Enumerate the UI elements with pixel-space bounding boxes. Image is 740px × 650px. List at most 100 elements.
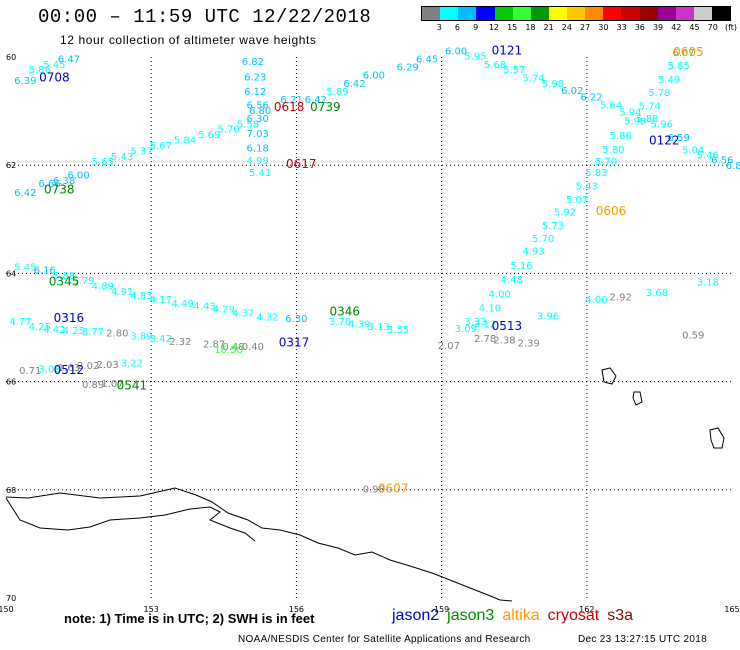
swh-value: 5.98 (542, 79, 564, 90)
satellite-s3a: s3a (607, 607, 634, 624)
swh-value: 3.12 (474, 320, 496, 331)
swh-value: 6.47 (58, 54, 80, 65)
swh-value: 3.42 (150, 334, 172, 345)
swh-value: 2.32 (169, 337, 191, 348)
legend-tick-label: 21 (543, 23, 554, 32)
y-tick-label: 70 (6, 594, 16, 603)
swh-value: 6.29 (397, 63, 419, 74)
swh-value: 5.69 (198, 130, 220, 141)
swh-value: 6.42 (343, 79, 365, 90)
swh-value: 5.74 (639, 101, 661, 112)
credit-text: NOAA/NESDIS Center for Satellite Applica… (238, 634, 531, 645)
axis-ticks: 150 153 156 159 162 165 60 62 64 66 68 70 (0, 53, 740, 614)
swh-value: 0.48 (222, 342, 244, 353)
swh-value: 5.16 (510, 261, 532, 272)
swh-value: 3.09 (455, 324, 477, 335)
legend-tick-label: 15 (507, 23, 518, 32)
x-tick-label: 156 (289, 605, 304, 614)
swh-values: 6.395.865.456.476.426.666.386.005.655.43… (9, 46, 740, 495)
swh-value: 5.86 (610, 131, 632, 142)
legend-swatch (567, 7, 586, 20)
swh-value: 4.00 (489, 290, 511, 301)
swh-value: 5.67 (150, 141, 172, 152)
y-tick-label: 62 (6, 161, 16, 170)
swh-value: 5.78 (648, 88, 670, 99)
legend-swatch (440, 7, 459, 20)
swh-value: 4.91 (111, 287, 133, 298)
legend-swatch (512, 7, 531, 20)
legend-tick-label: 24 (561, 23, 572, 32)
swh-value: 5.86 (29, 65, 51, 76)
swh-value: 6.12 (244, 87, 266, 98)
pass-time-label: 0708 (39, 70, 70, 84)
swh-value: 5.43 (111, 152, 133, 163)
x-tick-label: 165 (724, 605, 739, 614)
legend-tick-label: 33 (616, 23, 627, 32)
pass-time-label: 0606 (596, 204, 627, 218)
legend-labels: 3 6 9 12 15 18 21 24 27 30 33 36 39 42 45 70 (ft) (421, 21, 737, 33)
swh-value: 6.30 (247, 114, 269, 125)
swh-value: 4.39 (348, 320, 370, 331)
swh-value: 6.07 (672, 48, 694, 59)
pass-time-label: 0541 (117, 379, 148, 393)
pass-time-label: 0122 (649, 134, 680, 148)
swh-value: 4.37 (232, 309, 254, 320)
swh-value: 3.22 (121, 358, 143, 369)
swh-value: 4.00 (585, 295, 607, 306)
swh-value: 6.30 (285, 314, 307, 325)
swh-value: 1.63 (58, 363, 80, 374)
swh-value: 3.70 (329, 317, 351, 328)
swh-value: 3.96 (537, 311, 559, 322)
legend-tick-label: 42 (671, 23, 682, 32)
swh-value: 5.98 (624, 117, 646, 128)
pass-time-label: 0345 (49, 274, 80, 288)
swh-value: 5.83 (585, 168, 607, 179)
swh-value: 0.59 (682, 330, 704, 341)
x-tick-label: 159 (434, 605, 449, 614)
swh-value: 6.21 (280, 95, 302, 106)
swh-value: 2.07 (438, 341, 460, 352)
swh-value: 0.89 (82, 380, 104, 391)
swh-value: 0.71 (19, 366, 41, 377)
legend-tick-label: 6 (454, 23, 461, 32)
swh-value: 6.18 (247, 144, 269, 155)
legend-swatch (603, 7, 622, 20)
swh-value: 4.25 (29, 322, 51, 333)
swh-value: 0.98 (363, 485, 385, 496)
pass-time-label: 0618 (274, 100, 305, 114)
legend-color-bar (421, 6, 731, 21)
swh-value: 2.02 (77, 361, 99, 372)
swh-value: 3.68 (646, 288, 668, 299)
swh-value: 6.80 (249, 106, 271, 117)
x-tick-label: 150 (0, 605, 14, 614)
pass-time-label: 0316 (54, 311, 85, 325)
swh-value: 3.33 (464, 317, 486, 328)
legend-swatch (657, 7, 676, 20)
legend-swatch (422, 7, 441, 20)
legend-tick-label: 27 (580, 23, 591, 32)
swh-value: 6.66 (38, 179, 60, 190)
legend-swatch (621, 7, 640, 20)
swh-value: 6.45 (416, 54, 438, 65)
island-2 (632, 391, 643, 406)
swh-value: 5.49 (658, 75, 680, 86)
pass-time-label: 0617 (286, 157, 317, 171)
swh-value: 3.13 (368, 322, 390, 333)
swh-value: 6.56 (247, 100, 269, 111)
swh-value: 5.45 (14, 263, 36, 274)
swh-value: 5.58 (237, 119, 259, 130)
legend-tick-label: 18 (525, 23, 536, 32)
swh-value: 5.04 (682, 145, 704, 156)
swh-value: 4.43 (193, 302, 215, 313)
swh-value: 4.93 (522, 246, 544, 257)
legend-swatch (639, 7, 658, 20)
swh-value: 4.83 (130, 291, 152, 302)
satellite-altika: altika (502, 607, 540, 624)
footer-note: note: 1) Time is in UTC; 2) SWH is in fe… (64, 611, 315, 626)
island-1 (601, 367, 617, 385)
legend-tick-label: 30 (598, 23, 609, 32)
swh-value: 6.00 (445, 46, 467, 57)
legend-swatch (530, 7, 549, 20)
swh-value: 2.78 (474, 334, 496, 345)
